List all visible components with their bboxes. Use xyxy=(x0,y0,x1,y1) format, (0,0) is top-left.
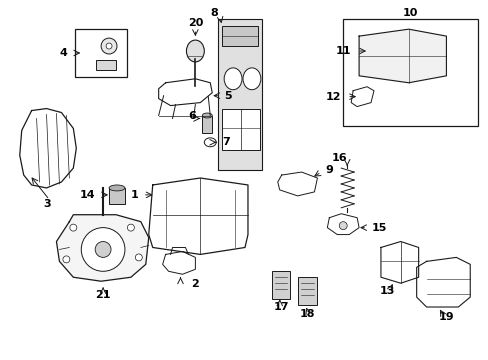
Ellipse shape xyxy=(202,113,212,118)
Bar xyxy=(202,116,212,133)
Bar xyxy=(75,29,127,77)
Circle shape xyxy=(106,43,112,49)
Bar xyxy=(297,277,317,305)
Circle shape xyxy=(70,224,77,231)
Text: 3: 3 xyxy=(43,199,51,209)
Text: 6: 6 xyxy=(188,111,196,121)
Text: 12: 12 xyxy=(325,92,341,102)
Bar xyxy=(343,19,477,126)
Bar xyxy=(271,271,289,299)
Bar xyxy=(222,26,257,46)
Circle shape xyxy=(95,242,111,257)
Text: 2: 2 xyxy=(191,279,199,289)
Text: 21: 21 xyxy=(95,290,111,300)
Circle shape xyxy=(135,254,142,261)
Text: 4: 4 xyxy=(60,48,67,58)
Text: 18: 18 xyxy=(299,309,315,319)
Text: 15: 15 xyxy=(371,222,386,233)
Text: 14: 14 xyxy=(80,190,95,200)
Ellipse shape xyxy=(224,68,242,90)
Ellipse shape xyxy=(243,68,260,90)
Ellipse shape xyxy=(204,138,216,147)
Text: 5: 5 xyxy=(224,91,231,101)
Bar xyxy=(96,60,116,70)
Circle shape xyxy=(127,224,134,231)
Circle shape xyxy=(339,222,346,230)
Ellipse shape xyxy=(109,185,124,191)
Text: 8: 8 xyxy=(210,8,218,18)
Text: 17: 17 xyxy=(273,302,289,312)
Ellipse shape xyxy=(186,40,204,62)
Circle shape xyxy=(63,256,70,263)
Circle shape xyxy=(101,38,117,54)
Text: 7: 7 xyxy=(222,137,229,147)
Text: 10: 10 xyxy=(402,8,418,18)
Text: 1: 1 xyxy=(131,190,139,200)
Bar xyxy=(109,188,124,204)
Polygon shape xyxy=(218,19,262,170)
Text: 13: 13 xyxy=(378,286,394,296)
Polygon shape xyxy=(56,215,148,281)
Text: 9: 9 xyxy=(325,165,332,175)
Polygon shape xyxy=(358,29,446,83)
Circle shape xyxy=(81,228,124,271)
Text: 20: 20 xyxy=(187,18,203,28)
Text: 16: 16 xyxy=(331,153,346,163)
Text: 19: 19 xyxy=(438,312,453,322)
Text: 11: 11 xyxy=(335,46,350,56)
Bar xyxy=(222,109,259,150)
